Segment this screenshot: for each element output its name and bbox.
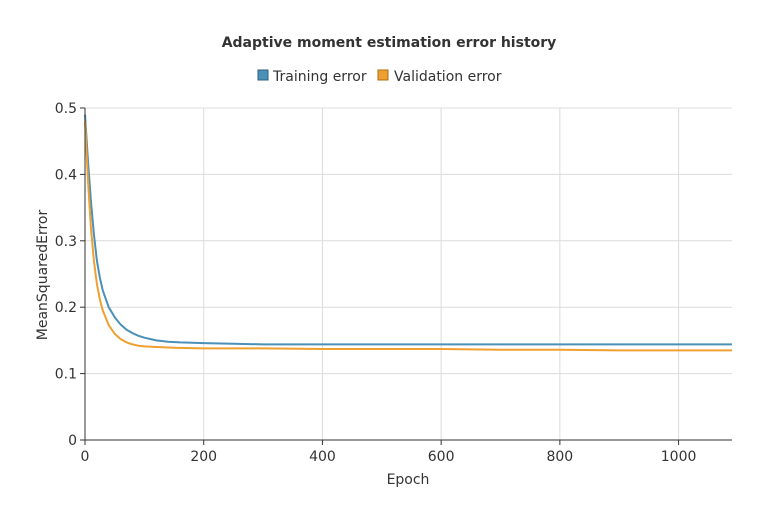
legend-label-training: Training error — [272, 69, 367, 85]
y-tick-label: 0.2 — [55, 300, 77, 316]
x-tick-label: 0 — [81, 449, 90, 465]
x-tick-label: 600 — [428, 449, 455, 465]
x-tick-label: 800 — [546, 449, 573, 465]
legend-swatch-training — [257, 69, 269, 81]
y-tick-label: 0.1 — [55, 367, 77, 383]
tick-labels: 0 0.1 0.2 0.3 0.4 0.5 0 200 400 600 800 1000 — [55, 101, 697, 465]
y-axis-label: MeanSquaredError — [35, 210, 51, 341]
x-tick-label: 400 — [309, 449, 336, 465]
y-tick-label: 0.3 — [55, 234, 77, 250]
axes — [80, 107, 732, 445]
y-tick-label: 0.5 — [55, 101, 77, 117]
y-tick-label: 0 — [68, 433, 77, 449]
validation-error-line — [84, 121, 732, 352]
x-tick-label: 200 — [190, 449, 217, 465]
training-error-line — [84, 114, 732, 346]
chart-title: Adaptive moment estimation error history — [222, 35, 557, 51]
y-tick-label: 0.4 — [55, 167, 77, 183]
plot-series — [84, 114, 732, 352]
x-axis-label: Epoch — [387, 472, 430, 488]
legend[interactable]: Training error Validation error — [257, 69, 502, 85]
legend-item-validation[interactable]: Validation error — [377, 69, 502, 85]
grid-lines — [85, 107, 732, 440]
legend-swatch-validation — [377, 69, 389, 81]
legend-label-validation: Validation error — [394, 69, 502, 85]
x-tick-label: 1000 — [661, 449, 697, 465]
legend-item-training[interactable]: Training error — [257, 69, 367, 85]
